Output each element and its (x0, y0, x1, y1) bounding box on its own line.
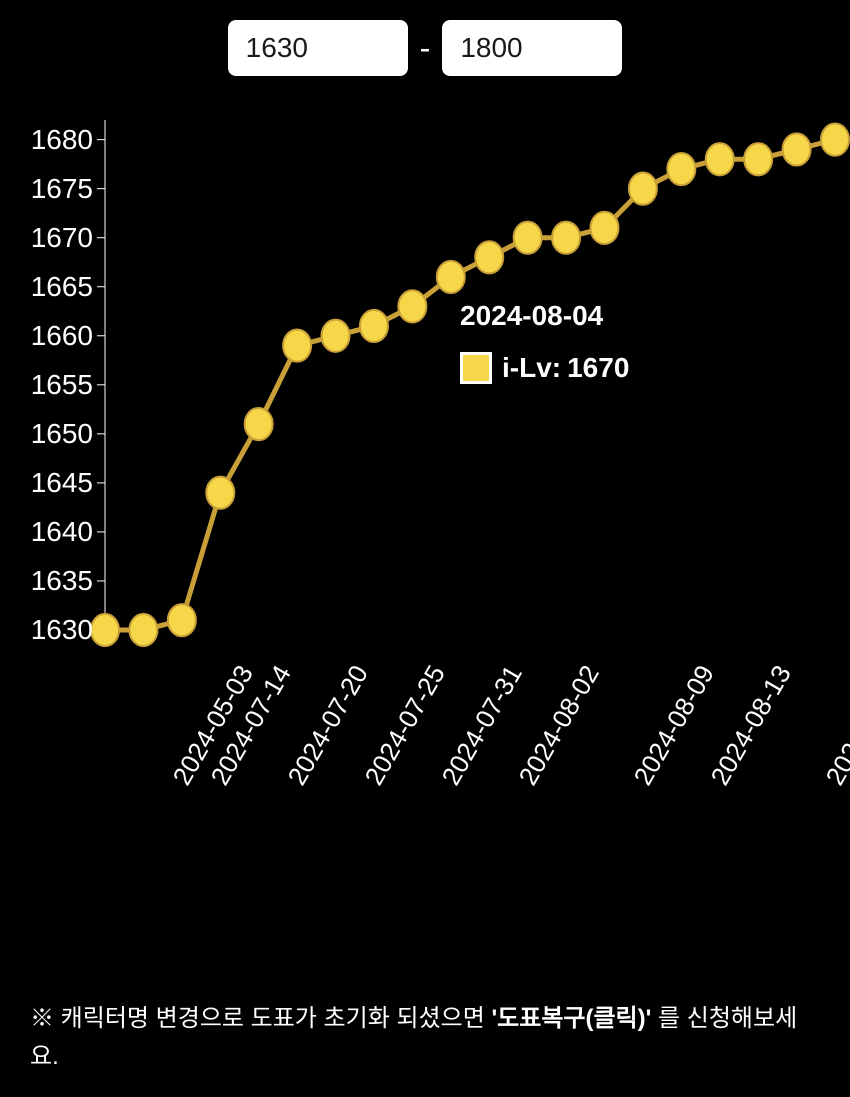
chart-marker[interactable] (168, 604, 196, 636)
y-axis-label: 1680 (23, 124, 93, 156)
y-axis-label: 1655 (23, 369, 93, 401)
chart-marker[interactable] (590, 212, 618, 244)
chart-marker[interactable] (514, 222, 542, 254)
chart-marker[interactable] (437, 261, 465, 293)
y-axis-label: 1660 (23, 320, 93, 352)
level-chart: 1630 1635 1640 1645 1650 1655 1660 1665 1670 1675… (0, 110, 850, 980)
y-axis-label: 1650 (23, 418, 93, 450)
min-range-input[interactable] (228, 20, 408, 76)
max-range-input[interactable] (442, 20, 622, 76)
y-axis-label: 1630 (23, 614, 93, 646)
chart-marker[interactable] (821, 124, 849, 156)
chart-marker[interactable] (552, 222, 580, 254)
y-axis-label: 1640 (23, 516, 93, 548)
range-input-row: - (0, 20, 850, 76)
footer-prefix: ※ 캐릭터명 변경으로 도표가 초기화 되셨으면 (30, 1005, 491, 1032)
footer-note: ※ 캐릭터명 변경으로 도표가 초기화 되셨으면 '도표복구(클릭)' 를 신청… (30, 1000, 820, 1077)
chart-marker[interactable] (283, 329, 311, 361)
chart-marker[interactable] (91, 614, 119, 646)
tooltip-series-label: i-Lv: (502, 352, 561, 384)
tooltip-value: 1670 (567, 352, 629, 384)
y-axis-label: 1670 (23, 222, 93, 254)
y-axis-label: 1675 (23, 173, 93, 205)
y-axis-label: 1635 (23, 565, 93, 597)
footer-link[interactable]: '도표복구(클릭)' (491, 1005, 651, 1032)
chart-marker[interactable] (475, 241, 503, 273)
chart-marker[interactable] (360, 310, 388, 342)
tooltip-swatch (460, 352, 492, 384)
y-axis-label: 1645 (23, 467, 93, 499)
chart-marker[interactable] (706, 143, 734, 175)
y-axis-label: 1665 (23, 271, 93, 303)
chart-marker[interactable] (783, 133, 811, 165)
chart-marker[interactable] (398, 290, 426, 322)
tooltip-date: 2024-08-04 (460, 300, 629, 332)
range-separator: - (420, 30, 431, 67)
chart-marker[interactable] (744, 143, 772, 175)
chart-tooltip: 2024-08-04 i-Lv: 1670 (460, 300, 629, 384)
chart-marker[interactable] (667, 153, 695, 185)
chart-marker[interactable] (245, 408, 273, 440)
chart-marker[interactable] (129, 614, 157, 646)
chart-marker[interactable] (629, 173, 657, 205)
chart-marker[interactable] (322, 320, 350, 352)
chart-marker[interactable] (206, 477, 234, 509)
